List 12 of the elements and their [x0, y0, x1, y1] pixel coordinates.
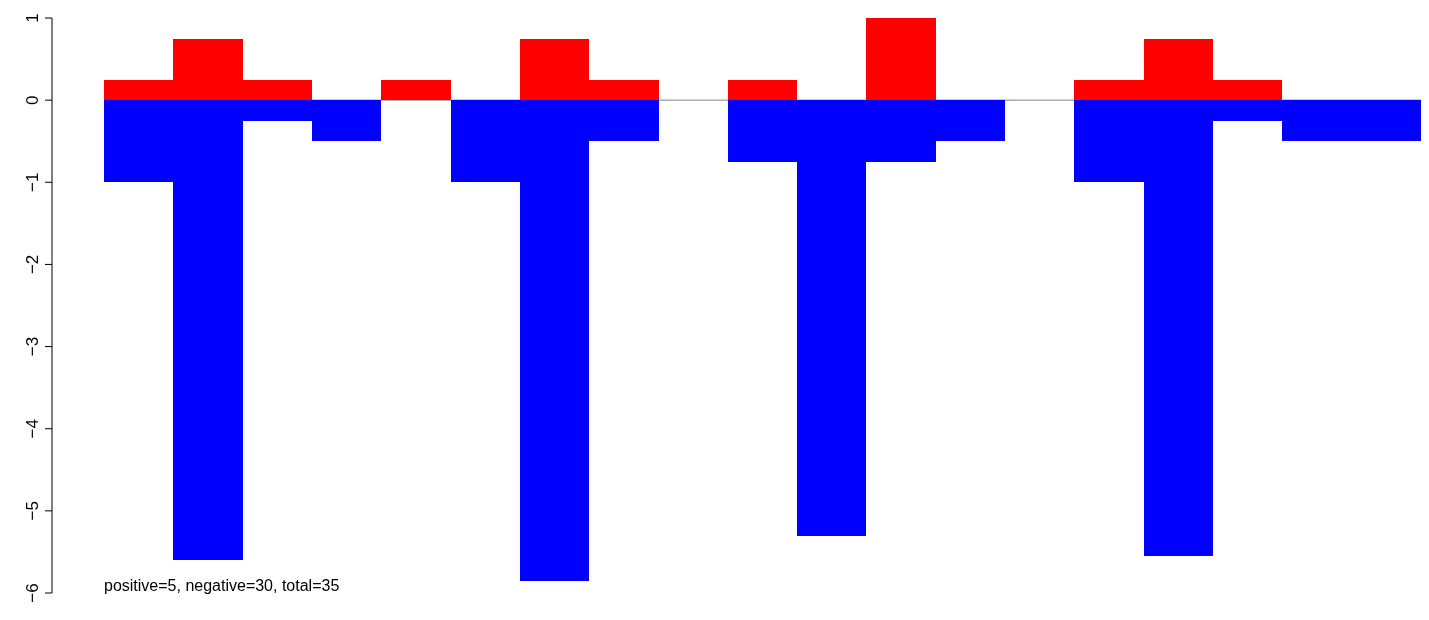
bar — [381, 79, 451, 101]
y-tick-label: 1 — [23, 13, 42, 23]
annotation: positive=5, negative=30, total=35 — [104, 577, 340, 594]
y-tick-label: −6 — [23, 583, 42, 603]
y-tick-label: −4 — [23, 419, 42, 439]
y-tick-label: −1 — [23, 172, 42, 192]
y-tick-label: −5 — [23, 501, 42, 521]
bar — [866, 18, 936, 101]
y-tick-label: −2 — [23, 254, 42, 275]
bar — [727, 79, 798, 101]
y-tick-label: 0 — [23, 95, 42, 105]
y-tick-label: −3 — [23, 336, 42, 357]
